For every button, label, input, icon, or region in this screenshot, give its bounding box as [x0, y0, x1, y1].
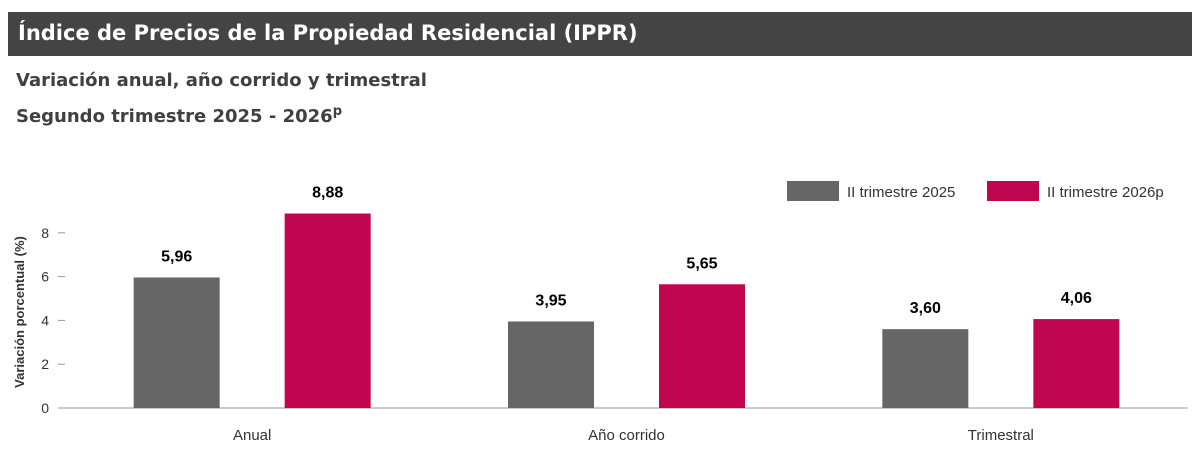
legend-item: II trimestre 2026p [987, 181, 1164, 201]
data-label: 5,96 [161, 248, 192, 265]
legend-swatch [787, 181, 839, 201]
bar [882, 329, 969, 408]
legend-item: II trimestre 2025 [787, 181, 955, 201]
y-tick-label: 0 [41, 400, 49, 416]
legend-swatch [987, 181, 1039, 201]
x-tick-label: Año corrido [588, 427, 665, 444]
data-label: 3,95 [535, 292, 566, 309]
bar [508, 321, 594, 408]
data-label: 3,60 [910, 300, 941, 317]
bars: 5,96 8,88 Anual 3,95 5,65 Año corrido 3,60 4,06… [133, 185, 1120, 444]
data-label: 4,06 [1061, 290, 1092, 307]
y-tick-label: 6 [41, 269, 49, 285]
bar [133, 277, 220, 408]
y-tick-label: 4 [41, 312, 49, 328]
chart-subtitle: Variación anual, año corrido y trimestra… [16, 70, 427, 91]
data-label: 8,88 [312, 185, 343, 202]
x-tick-label: Anual [233, 427, 271, 444]
chart-period: Segundo trimestre 2025 - 2026p [16, 104, 342, 127]
y-tick-label: 2 [41, 356, 49, 372]
provisional-mark: p [332, 104, 342, 119]
legend: II trimestre 2025 II trimestre 2026p [787, 181, 1164, 201]
legend-label: II trimestre 2025 [847, 184, 955, 201]
bar [284, 213, 371, 408]
y-axis: Variación porcentual (%) 0 2 4 6 8 [12, 225, 1188, 416]
header-bar: Índice de Precios de la Propiedad Reside… [8, 12, 1192, 56]
y-axis-label: Variación porcentual (%) [12, 236, 27, 388]
page-title: Índice de Precios de la Propiedad Reside… [18, 21, 638, 45]
bar [659, 284, 745, 408]
bar [1033, 319, 1120, 408]
y-tick-label: 8 [41, 225, 49, 241]
chart-period-text: Segundo trimestre 2025 - 2026 [16, 106, 333, 127]
data-label: 5,65 [686, 255, 717, 272]
legend-label: II trimestre 2026p [1047, 184, 1164, 201]
x-tick-label: Trimestral [968, 427, 1034, 444]
